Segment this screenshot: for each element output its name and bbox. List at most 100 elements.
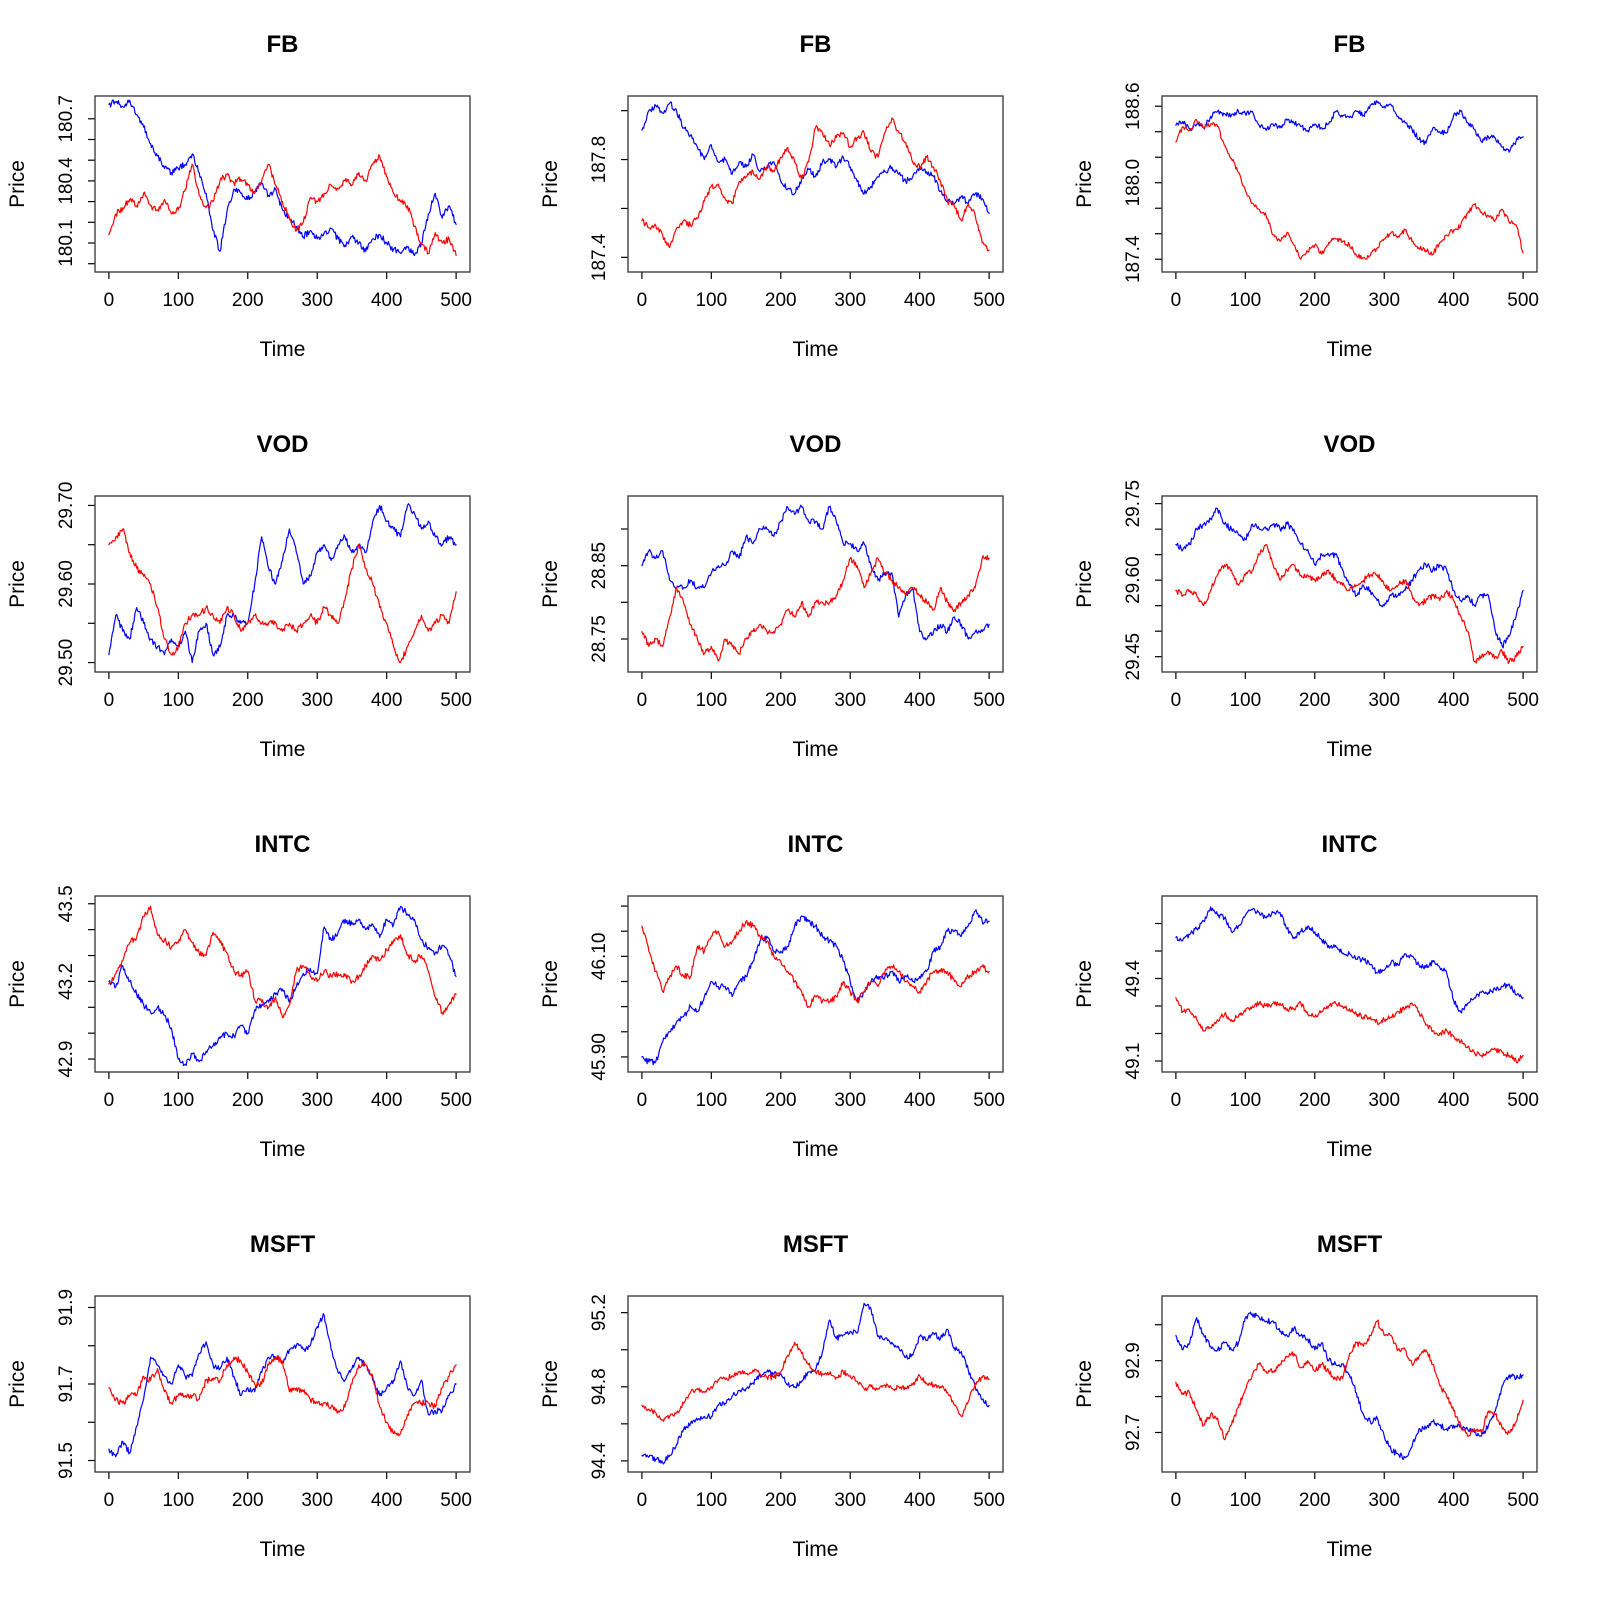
plot-border (627, 895, 1004, 1073)
series-blue-line (641, 101, 991, 214)
x-tick-label: 500 (974, 290, 1006, 311)
x-tick-label: 300 (1368, 1090, 1400, 1111)
series-blue-line (1174, 100, 1524, 153)
series-blue-line (641, 1302, 991, 1465)
x-axis-label: Time (1326, 338, 1372, 361)
x-tick-label: 400 (1437, 1090, 1469, 1111)
x-tick-label: 300 (301, 290, 333, 311)
x-tick-label: 200 (765, 1490, 797, 1511)
x-tick-label: 500 (440, 290, 472, 311)
subplot-msft-2: MSFT 0 100 200 300 400 500 94.4 94.8 95.2 Time Pric… (533, 1200, 1066, 1600)
x-tick-label: 0 (104, 690, 115, 711)
x-tick-label: 100 (1229, 1090, 1261, 1111)
y-tick-label: 46.10 (589, 933, 610, 981)
x-tick-label: 100 (162, 690, 194, 711)
x-tick-label: 0 (637, 290, 648, 311)
x-tick-label: 500 (440, 690, 472, 711)
y-tick-label: 91.5 (56, 1442, 77, 1479)
chart-title: INTC (1321, 831, 1377, 858)
y-tick-label: 188.6 (1123, 82, 1144, 130)
y-tick-label: 49.4 (1123, 960, 1144, 997)
x-tick-label: 300 (1368, 690, 1400, 711)
x-tick-label: 300 (301, 690, 333, 711)
x-tick-label: 300 (835, 1090, 867, 1111)
y-tick-label: 92.7 (1123, 1414, 1144, 1451)
chart-svg: VOD 0 100 200 300 400 500 29.50 29.60 29.70 Time Pr… (6, 431, 472, 761)
x-tick-label: 200 (232, 290, 264, 311)
chart-title: FB (1333, 31, 1365, 58)
chart-svg: FB 0 100 200 300 400 500 180.1 180.4 180.7 Time Pri… (6, 31, 472, 361)
series-group (641, 504, 991, 662)
series-blue-line (641, 909, 991, 1066)
x-tick-label: 400 (904, 690, 936, 711)
y-axis-label: Price (539, 160, 562, 208)
x-tick-label: 0 (637, 1090, 648, 1111)
series-group (641, 101, 991, 252)
x-tick-label: 500 (974, 1090, 1006, 1111)
x-tick-label: 300 (301, 1490, 333, 1511)
x-tick-label: 300 (1368, 1490, 1400, 1511)
x-axis-label: Time (260, 338, 306, 361)
y-tick-label: 29.75 (1123, 480, 1144, 528)
subplot-intc-1: INTC 0 100 200 300 400 500 42.9 43.2 43.5 Time Pric… (0, 800, 533, 1200)
x-axis-label: Time (1326, 738, 1372, 761)
x-axis-label: Time (793, 1538, 839, 1561)
y-tick-label: 43.5 (56, 885, 77, 922)
x-tick-label: 400 (1437, 690, 1469, 711)
series-blue-line (108, 905, 457, 1066)
x-tick-label: 200 (232, 1090, 264, 1111)
y-axis-label: Price (6, 960, 29, 1008)
x-tick-label: 0 (637, 1490, 648, 1511)
y-tick-label: 92.9 (1123, 1342, 1144, 1379)
subplot-vod-2: VOD 0 100 200 300 400 500 28.75 28.85 Time Price (533, 400, 1066, 800)
y-axis-label: Price (1073, 160, 1096, 208)
series-red-line (641, 117, 991, 252)
plot-border (94, 495, 471, 673)
y-tick-label: 180.4 (56, 157, 77, 205)
x-tick-label: 0 (1170, 1090, 1181, 1111)
series-blue-line (641, 504, 991, 641)
series-group (1174, 906, 1524, 1064)
plot-border (627, 1295, 1004, 1473)
subplot-fb-3: FB 0 100 200 300 400 500 187.4 188.0 188.6 Time Pri… (1067, 0, 1600, 400)
y-tick-label: 29.70 (56, 482, 77, 530)
y-tick-label: 94.4 (589, 1442, 610, 1479)
y-tick-label: 187.8 (589, 136, 610, 184)
x-tick-label: 100 (162, 290, 194, 311)
subplot-fb-2: FB 0 100 200 300 400 500 187.4 187.8 Time Price (533, 0, 1066, 400)
plot-border (627, 95, 1004, 273)
x-tick-label: 500 (1507, 690, 1539, 711)
series-group (108, 905, 457, 1066)
y-tick-label: 49.1 (1123, 1043, 1144, 1080)
series-blue-line (1174, 906, 1524, 1014)
x-axis-label: Time (260, 738, 306, 761)
chart-svg: MSFT 0 100 200 300 400 500 92.7 92.9 Time Price (1073, 1231, 1539, 1561)
x-tick-label: 200 (232, 1490, 264, 1511)
series-blue-line (108, 1313, 457, 1458)
x-tick-label: 400 (371, 290, 403, 311)
x-tick-label: 400 (1437, 1490, 1469, 1511)
series-group (1174, 100, 1524, 260)
series-red-line (1174, 997, 1524, 1064)
x-tick-label: 300 (1368, 290, 1400, 311)
x-tick-label: 200 (232, 690, 264, 711)
x-tick-label: 0 (104, 290, 115, 311)
x-tick-label: 200 (1299, 690, 1331, 711)
chart-title: INTC (255, 831, 311, 858)
x-tick-label: 200 (1299, 1090, 1331, 1111)
series-blue-line (108, 99, 457, 257)
chart-svg: FB 0 100 200 300 400 500 187.4 188.0 188.6 Time Pri… (1073, 31, 1539, 361)
y-tick-label: 187.4 (1123, 235, 1144, 283)
x-tick-label: 500 (1507, 290, 1539, 311)
y-axis-label: Price (6, 160, 29, 208)
series-group (641, 909, 991, 1066)
y-axis-label: Price (539, 560, 562, 608)
x-tick-label: 400 (904, 290, 936, 311)
y-axis-label: Price (1073, 560, 1096, 608)
x-tick-label: 200 (1299, 290, 1331, 311)
x-tick-label: 400 (371, 1490, 403, 1511)
y-axis-label: Price (539, 1360, 562, 1408)
x-tick-label: 100 (696, 1090, 728, 1111)
chart-title: VOD (790, 431, 842, 458)
